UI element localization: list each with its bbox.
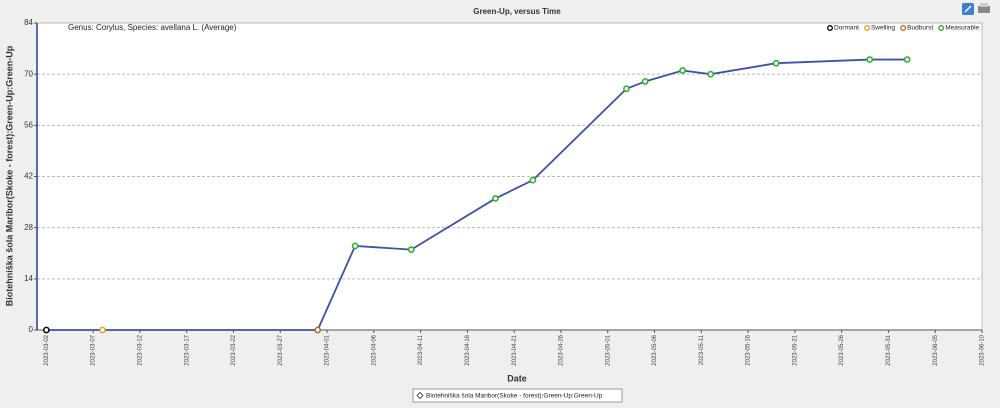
x-tick-label: 2023-04-11 [418,334,424,365]
x-tick-label: 2023-04-01 [325,334,331,365]
data-point [492,195,499,202]
x-tick-label: 2023-05-31 [886,334,892,365]
data-point [99,326,106,334]
y-tick-label: 14 [24,274,33,283]
y-tick-label: 0 [29,325,34,334]
x-tick-label: 2023-03-12 [137,334,143,365]
x-tick-label: 2023-05-01 [605,334,611,365]
x-tick-label: 2023-05-26 [839,334,845,365]
legend-marker [900,25,907,31]
x-tick-label: 2023-05-06 [652,334,658,365]
x-tick-label: 2023-05-11 [699,334,705,365]
x-tick-label: 2023-05-16 [746,334,752,365]
legend-marker [938,25,945,31]
data-point [43,326,50,334]
x-axis-title: Date [507,373,527,383]
x-tick-label: 2023-03-02 [44,334,50,365]
x-tick-label: 2023-06-05 [933,334,939,365]
x-tick-label: 2023-03-17 [184,334,190,365]
annotation: Genus: Corylus, Species: avellana L. (Av… [68,23,237,32]
data-point [866,56,874,63]
chart-title: Green-Up, versus Time [473,7,561,16]
series-line [46,58,908,331]
x-tick-label: 2023-04-06 [371,334,377,365]
legend-marker [827,25,833,31]
y-tick-label: 42 [24,172,33,181]
data-point [707,70,715,78]
series-legend-label: Biotehniška šola Maribor(Skoke - forest)… [426,393,603,400]
legend-item: Dormant [827,25,859,32]
legend-label: Budburst [907,25,933,32]
y-tick-label: 28 [24,223,33,232]
x-tick-label: 2023-04-21 [512,334,518,365]
x-tick-label: 2023-03-07 [91,334,97,365]
data-point [407,246,415,253]
data-point [351,242,359,250]
legend-marker [863,25,870,31]
legend-item: Measurable [938,25,980,32]
data-point [641,78,649,85]
legend-label: Swelling [871,25,896,32]
data-point [903,56,911,63]
link-icon[interactable] [962,3,974,15]
y-tick-label: 84 [24,18,33,27]
data-point [314,326,322,334]
x-tick-label: 2023-04-16 [465,334,471,365]
legend-item: Swelling [863,25,896,32]
x-tick-label: 2023-04-26 [559,334,565,365]
y-tick-label: 70 [24,69,33,78]
x-tick-label: 2023-05-21 [792,334,798,365]
print-icon[interactable] [978,3,990,13]
x-tick-label: 2023-03-22 [231,334,237,365]
y-tick-label: 56 [24,120,33,129]
y-axis-title: Biotehniška šola Maribor(Skoke - forest)… [4,45,14,306]
data-point [679,67,686,74]
x-tick-label: 2023-03-27 [278,334,284,365]
legend-item: Budburst [900,25,933,32]
series-legend[interactable]: Biotehniška šola Maribor(Skoke - forest)… [412,388,623,403]
legend-label: Measurable [945,25,979,32]
x-tick-label: 2023-06-10 [980,334,986,365]
data-point [772,59,780,67]
legend-label: Dormant [834,25,859,32]
data-point [623,85,630,93]
data-point [529,176,537,184]
